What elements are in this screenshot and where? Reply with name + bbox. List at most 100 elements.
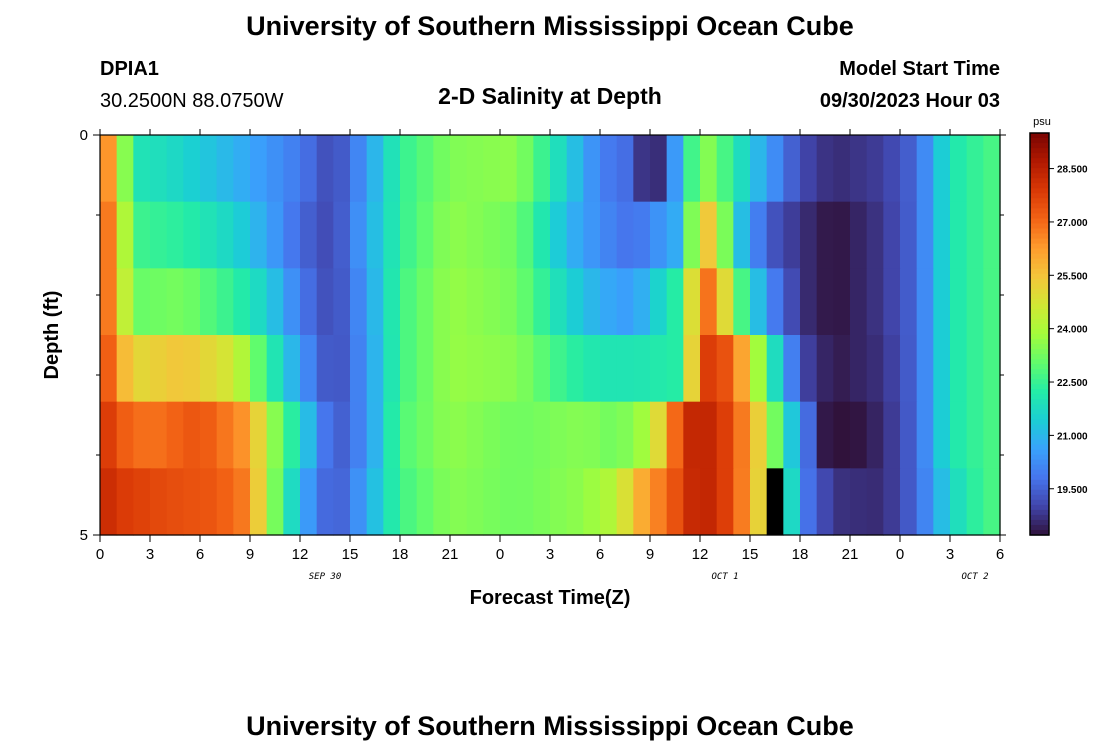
x-tick-label: 21 — [842, 546, 859, 563]
y-tick-label: 0 — [80, 127, 88, 144]
colorbar-swatch — [1030, 283, 1049, 290]
heatmap-cell — [983, 201, 1001, 269]
colorbar-swatch — [1030, 198, 1049, 204]
heatmap-cell — [933, 268, 951, 336]
heatmap-cell — [966, 268, 984, 336]
heatmap-cell — [983, 135, 1001, 203]
heatmap-cell — [283, 135, 301, 203]
colorbar-swatch — [1030, 258, 1049, 265]
heatmap-cell — [916, 135, 934, 203]
heatmap-cell — [383, 268, 401, 336]
heatmap-cell — [183, 335, 201, 403]
heatmap-cell — [166, 401, 184, 469]
heatmap-cell — [966, 401, 984, 469]
heatmap-cell — [783, 468, 801, 536]
heatmap-cell — [650, 135, 668, 203]
station-coords: 30.2500N 88.0750W — [100, 90, 284, 112]
heatmap-cell — [183, 468, 201, 536]
heatmap-cell — [950, 135, 968, 203]
x-tick-label: 12 — [292, 546, 309, 563]
heatmap-cell — [150, 268, 168, 336]
heatmap-cell — [950, 468, 968, 536]
colorbar-swatch — [1030, 394, 1049, 400]
colorbar-swatch — [1030, 524, 1049, 531]
heatmap-cell — [300, 135, 318, 203]
heatmap-cell — [850, 468, 868, 536]
heatmap-cell — [616, 268, 634, 336]
colorbar-swatch — [1030, 208, 1049, 215]
heatmap-cell — [900, 468, 918, 536]
heatmap-cell — [466, 201, 484, 269]
colorbar-swatch — [1030, 449, 1049, 456]
heatmap-cell — [883, 401, 901, 469]
heatmap-cell — [300, 401, 318, 469]
heatmap-cell — [133, 401, 151, 469]
heatmap-cell — [816, 201, 834, 269]
heatmap-cell — [266, 468, 284, 536]
heatmap-cell — [733, 401, 751, 469]
y-axis-label: Depth (ft) — [41, 291, 63, 380]
heatmap-cell — [350, 268, 368, 336]
heatmap-cell — [916, 268, 934, 336]
heatmap-cell — [466, 335, 484, 403]
model-start-label: Model Start Time — [839, 58, 1000, 80]
heatmap-cell — [700, 268, 718, 336]
heatmap-cell — [716, 401, 734, 469]
x-tick-label: 0 — [96, 546, 104, 563]
heatmap-cell — [316, 468, 334, 536]
colorbar-swatch — [1030, 323, 1049, 330]
heatmap-cell — [716, 468, 734, 536]
heatmap-cell — [583, 135, 601, 203]
heatmap-cell — [666, 401, 684, 469]
colorbar-swatch — [1030, 313, 1049, 320]
colorbar-swatch — [1030, 499, 1049, 506]
heatmap-cell — [750, 401, 768, 469]
heatmap-cell — [816, 135, 834, 203]
heatmap-cell — [833, 201, 851, 269]
heatmap-cell — [383, 201, 401, 269]
heatmap-cell — [933, 135, 951, 203]
heatmap-cell — [500, 401, 518, 469]
colorbar-swatch — [1030, 369, 1049, 375]
heatmap-cell — [116, 335, 134, 403]
colorbar-frame — [1029, 132, 1050, 536]
heatmap-cell — [850, 201, 868, 269]
heatmap-cell — [900, 268, 918, 336]
heatmap-cell — [183, 401, 201, 469]
heatmap-cell — [316, 268, 334, 336]
heatmap-cell — [866, 201, 884, 269]
heatmap-cell — [566, 135, 584, 203]
colorbar-swatch — [1030, 178, 1049, 184]
heatmap-cell — [533, 268, 551, 336]
heatmap-cell — [883, 468, 901, 536]
heatmap-cell — [350, 468, 368, 536]
x-date-label: OCT 1 — [711, 572, 738, 582]
heatmap-cell — [200, 135, 218, 203]
x-tick-label: 3 — [946, 546, 954, 563]
heatmap-cell — [400, 401, 418, 469]
heatmap-cell — [750, 135, 768, 203]
colorbar-swatch — [1030, 143, 1049, 149]
heatmap-cell — [350, 135, 368, 203]
heatmap-cell — [966, 335, 984, 403]
heatmap-cell — [283, 468, 301, 536]
colorbar-swatch — [1030, 223, 1049, 230]
colorbar-swatch — [1030, 133, 1049, 139]
heatmap-cell — [650, 201, 668, 269]
colorbar-swatch — [1030, 374, 1049, 380]
heatmap-cell — [316, 135, 334, 203]
x-tick-label: 9 — [646, 546, 654, 563]
colorbar-swatch — [1030, 429, 1049, 436]
colorbar-swatch — [1030, 334, 1049, 340]
heatmap-cell — [150, 135, 168, 203]
heatmap-cell — [783, 135, 801, 203]
colorbar-swatch — [1030, 414, 1049, 421]
x-tick-label: 6 — [596, 546, 604, 563]
heatmap-cell — [766, 201, 784, 269]
heatmap-cell — [966, 201, 984, 269]
x-date-label: SEP 30 — [309, 572, 342, 582]
colorbar-unit: psu — [1033, 116, 1051, 128]
heatmap-cell — [516, 401, 534, 469]
heatmap-cell — [616, 401, 634, 469]
heatmap-cell — [333, 268, 351, 336]
